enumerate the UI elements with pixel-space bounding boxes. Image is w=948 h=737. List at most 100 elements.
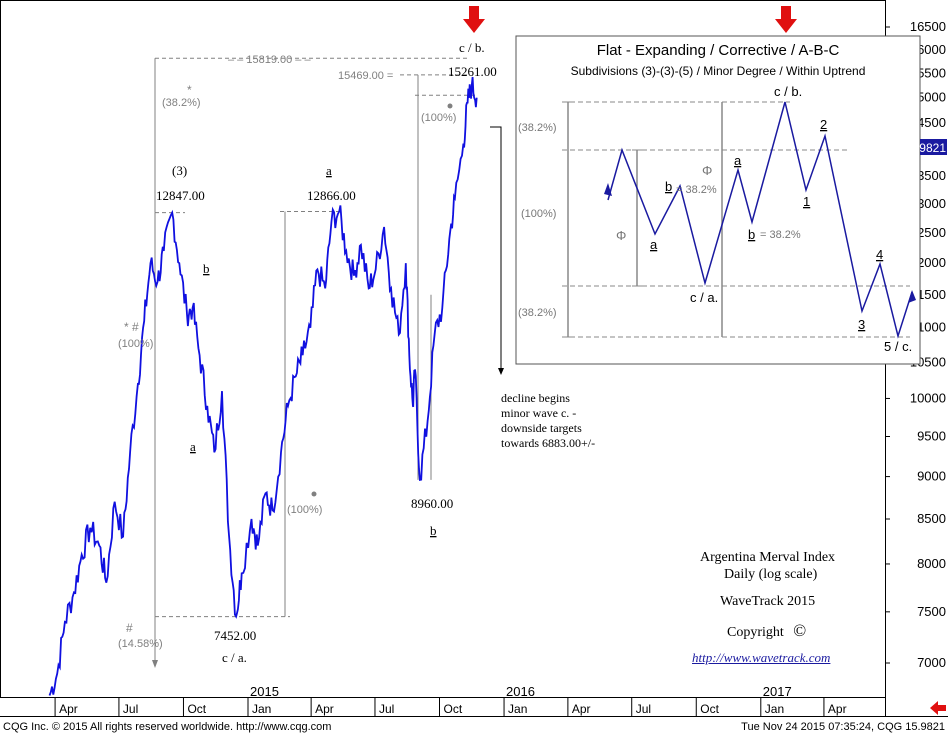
fib-label-100-right: (100%) bbox=[421, 112, 456, 124]
y-tick-label: 9000 bbox=[917, 469, 946, 484]
inset-label-a-upper: a bbox=[734, 153, 742, 168]
inset-label-ca: c / a. bbox=[690, 290, 718, 305]
down-arrow-icon bbox=[152, 660, 158, 668]
x-month-label: Jul bbox=[636, 702, 651, 716]
x-month-label: Jan bbox=[252, 702, 271, 716]
x-year-label: 2016 bbox=[506, 684, 535, 699]
x-month-label: Oct bbox=[444, 702, 463, 716]
price-label-12866: 12866.00 bbox=[307, 188, 356, 203]
chart-subtitle: Daily (log scale) bbox=[724, 567, 818, 582]
inset-frame bbox=[515, 35, 921, 365]
price-label-15819: – – 15819.00 – – bbox=[228, 54, 311, 66]
inset-label-3: 3 bbox=[858, 317, 865, 332]
fib-label-382: (38.2%) bbox=[162, 97, 201, 109]
inset-label-1: 1 bbox=[803, 194, 810, 209]
wave-label-b-left: b bbox=[203, 261, 210, 276]
footer-copyright: CQG Inc. © 2015 All rights reserved worl… bbox=[3, 721, 332, 733]
fib-label-1458: (14.58%) bbox=[118, 638, 163, 650]
copyright-symbol: © bbox=[793, 621, 807, 640]
x-month-label: Jan bbox=[765, 702, 784, 716]
price-label-12847: 12847.00 bbox=[156, 188, 205, 203]
x-year-label: 2015 bbox=[250, 684, 279, 699]
decline-note: decline begins minor wave c. - downside … bbox=[501, 391, 595, 451]
y-tick-label: 8500 bbox=[917, 511, 946, 526]
fib-dot bbox=[311, 491, 317, 497]
x-month-label: Jan bbox=[508, 702, 527, 716]
price-label-15469: 15469.00 = bbox=[338, 70, 393, 82]
decline-note-line-1: decline begins bbox=[501, 391, 570, 405]
x-month-label: Jul bbox=[123, 702, 138, 716]
inset-fib-382-top: (38.2%) bbox=[518, 122, 557, 134]
wave-label-b-lower: b bbox=[430, 523, 437, 538]
decline-projection-line bbox=[490, 126, 502, 370]
inset-label-b-right: b bbox=[748, 227, 755, 242]
x-month-label: Apr bbox=[315, 702, 334, 716]
y-tick-label: 10000 bbox=[910, 390, 946, 405]
fib-label-100-mid: (100%) bbox=[287, 504, 322, 516]
wave-label-a-left: a bbox=[190, 439, 196, 454]
inset-start-arrow-icon bbox=[604, 183, 612, 196]
projection-arrow-icon bbox=[498, 368, 504, 375]
inset-red-arrow-icon bbox=[775, 6, 797, 33]
y-tick-label: 7500 bbox=[917, 604, 946, 619]
inset-title: Flat - Expanding / Corrective / A-B-C bbox=[596, 42, 840, 59]
decline-note-line-2: minor wave c. - bbox=[501, 406, 577, 420]
inset-label-cb: c / b. bbox=[774, 84, 802, 99]
chart-title: Argentina Merval Index bbox=[700, 550, 836, 565]
inset-label-4: 4 bbox=[876, 247, 883, 262]
wave-label-3: (3) bbox=[172, 163, 187, 178]
inset-ratio-2: = 38.2% bbox=[760, 229, 801, 241]
inset-phi-2: Φ bbox=[702, 163, 712, 178]
price-label-8960: 8960.00 bbox=[411, 496, 453, 511]
decline-note-line-3: downside targets bbox=[501, 421, 582, 435]
x-month-label: Apr bbox=[572, 702, 591, 716]
fib-label-100-left: (100%) bbox=[118, 338, 153, 350]
wavetrack-link[interactable]: http://www.wavetrack.com bbox=[692, 650, 831, 665]
wave-label-a-upper: a bbox=[326, 163, 332, 178]
decline-note-line-4: towards 6883.00+/- bbox=[501, 436, 596, 450]
footer-timestamp: Tue Nov 24 2015 07:35:24, CQG 15.9821 bbox=[741, 721, 945, 733]
last-value-badge bbox=[920, 139, 947, 155]
fib-dot bbox=[447, 103, 453, 109]
fib-marker-hash: # bbox=[126, 621, 133, 635]
y-tick-label: 8000 bbox=[917, 556, 946, 571]
x-month-label: Apr bbox=[828, 702, 847, 716]
y-tick-label: 9500 bbox=[917, 428, 946, 443]
x-month-label: Jul bbox=[379, 702, 394, 716]
price-label-15261: 15261.00 bbox=[448, 64, 497, 79]
x-month-label: Apr bbox=[59, 702, 78, 716]
inset-wave-path bbox=[607, 101, 913, 339]
price-series bbox=[48, 76, 478, 696]
brand-year: WaveTrack 2015 bbox=[720, 594, 816, 609]
inset-fib-382-bottom: (38.2%) bbox=[518, 307, 557, 319]
copyright-line: Copyright © bbox=[727, 621, 806, 641]
y-tick-label: 7000 bbox=[917, 655, 946, 670]
inset-ratio-1: = 38.2% bbox=[676, 184, 717, 196]
wave-label-c-a: c / a. bbox=[222, 650, 247, 665]
peak-red-arrow-icon bbox=[463, 6, 485, 33]
scroll-right-arrow-icon[interactable] bbox=[930, 701, 946, 715]
inset-end-arrow-icon bbox=[908, 290, 916, 303]
wave-label-c-b: c / b. bbox=[459, 40, 485, 55]
x-month-label: Oct bbox=[187, 702, 206, 716]
last-value-label: 15.9821 bbox=[903, 141, 947, 155]
fib-guide-lines bbox=[152, 57, 504, 668]
y-tick-label: 16500 bbox=[910, 19, 946, 34]
fib-marker-star-hash: * # bbox=[124, 320, 139, 334]
inset-label-b-left: b bbox=[665, 179, 672, 194]
copyright-label: Copyright bbox=[727, 625, 784, 640]
inset-phi-1: Φ bbox=[616, 228, 626, 243]
inset-label-2: 2 bbox=[820, 117, 827, 132]
x-year-label: 2017 bbox=[763, 684, 792, 699]
inset-label-5c: 5 / c. bbox=[884, 339, 912, 354]
inset-fib-100: (100%) bbox=[521, 208, 556, 220]
x-month-label: Oct bbox=[700, 702, 719, 716]
inset-diagram: (38.2%) (100%) (38.2%) c / b. a b b a c / a. 1 2 3 4… bbox=[515, 35, 921, 365]
price-line bbox=[48, 76, 478, 696]
price-label-7452: 7452.00 bbox=[214, 628, 256, 643]
inset-label-a-lower: a bbox=[650, 237, 658, 252]
fib-marker-star: * bbox=[187, 83, 192, 97]
inset-subtitle: Subdivisions (3)-(3)-(5) / Minor Degree … bbox=[570, 64, 866, 78]
wave-annotations: 12847.00 12866.00 7452.00 8960.00 15261.00 15… bbox=[118, 6, 797, 665]
